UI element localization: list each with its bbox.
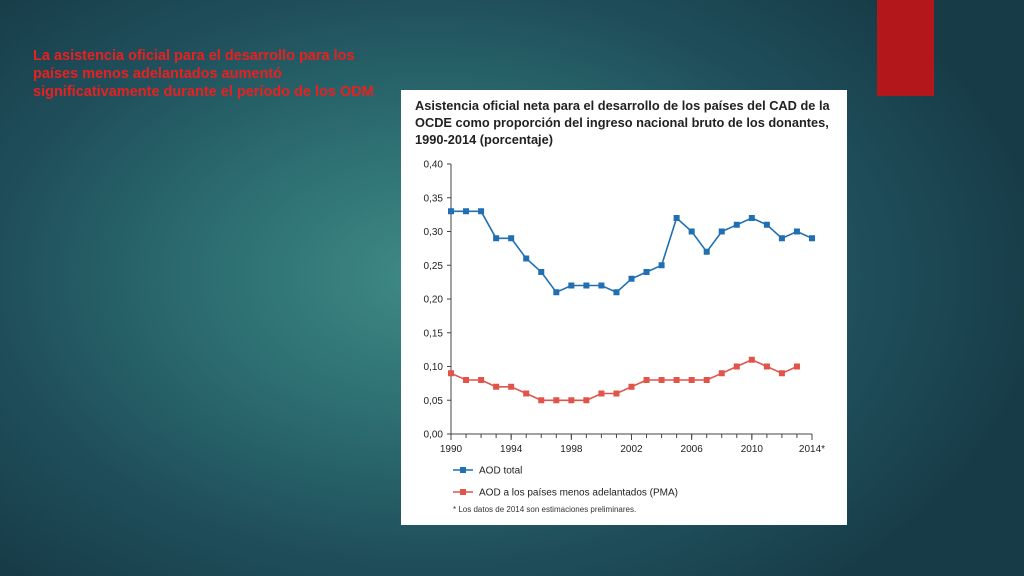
data-point-series-2 — [778, 370, 785, 377]
data-point-series-1 — [463, 208, 470, 215]
data-point-series-1 — [553, 289, 560, 296]
data-point-series-1 — [733, 221, 740, 228]
data-point-series-1 — [793, 228, 800, 235]
data-point-series-2 — [703, 377, 710, 383]
data-point-series-2 — [688, 377, 695, 383]
series-line-2 — [450, 358, 798, 402]
data-point-series-1 — [568, 282, 575, 289]
data-point-series-2 — [508, 383, 515, 390]
data-point-series-1 — [658, 262, 665, 269]
y-tick-label: 0,40 — [424, 160, 444, 171]
data-point-series-1 — [643, 269, 650, 275]
legend-label-2: AOD a los países menos adelantados (PMA) — [479, 488, 678, 499]
data-point-series-2 — [763, 363, 770, 370]
data-point-series-2 — [598, 390, 605, 397]
data-point-series-1 — [748, 215, 755, 221]
data-point-series-1 — [478, 208, 485, 215]
accent-bar — [877, 0, 934, 96]
data-point-series-1 — [508, 235, 515, 242]
line-chart: 0,00 0,05 0,10 0,15 0,20 0,25 0,30 0,35 0,40 1990… — [424, 160, 826, 515]
data-point-series-2 — [448, 370, 454, 377]
data-point-series-2 — [538, 397, 545, 404]
data-point-series-1 — [538, 269, 545, 275]
y-tick-label: 0,00 — [424, 430, 444, 441]
data-point-series-2 — [478, 377, 485, 383]
data-point-series-2 — [793, 363, 800, 370]
data-point-series-1 — [613, 289, 620, 296]
y-tick-label: 0,35 — [424, 193, 444, 204]
data-point-series-1 — [523, 255, 530, 262]
data-point-series-1 — [809, 235, 815, 242]
data-point-series-1 — [448, 208, 454, 215]
data-point-series-2 — [553, 397, 560, 404]
data-point-series-1 — [703, 248, 710, 255]
data-point-series-1 — [688, 228, 695, 235]
x-tick-label: 2014* — [799, 444, 825, 455]
y-tick-label: 0,30 — [424, 227, 444, 238]
legend-label-1: AOD total — [479, 466, 522, 477]
data-point-series-1 — [763, 221, 770, 228]
data-point-series-2 — [583, 397, 590, 404]
data-point-series-2 — [658, 377, 665, 383]
x-tick-label: 1994 — [500, 444, 523, 455]
slide-heading: La asistencia oficial para el desarrollo… — [33, 48, 374, 100]
x-tick-label: 1998 — [560, 444, 583, 455]
data-point-series-1 — [628, 275, 635, 282]
data-point-series-2 — [718, 370, 725, 377]
legend-marker-1 — [460, 467, 466, 473]
data-point-series-1 — [598, 282, 605, 289]
data-point-series-2 — [493, 383, 500, 390]
data-point-series-2 — [643, 377, 650, 383]
data-point-series-2 — [748, 356, 755, 363]
data-point-series-2 — [568, 397, 575, 404]
x-tick-label: 2010 — [741, 444, 764, 455]
chart-title: Asistencia oficial neta para el desarrol… — [415, 98, 830, 147]
y-tick-label: 0,25 — [424, 261, 444, 272]
x-tick-label: 1990 — [440, 444, 463, 455]
data-point-series-1 — [493, 235, 500, 242]
data-point-series-1 — [718, 228, 725, 235]
data-point-series-2 — [463, 377, 470, 383]
y-tick-label: 0,20 — [424, 295, 444, 306]
y-tick-label: 0,05 — [424, 396, 444, 407]
chart-footnote: * Los datos de 2014 son estimaciones pre… — [453, 505, 636, 514]
data-point-series-1 — [583, 282, 590, 289]
data-point-series-1 — [778, 235, 785, 242]
y-tick-label: 0,10 — [424, 362, 444, 373]
y-tick-label: 0,15 — [424, 328, 444, 339]
x-tick-label: 2006 — [681, 444, 704, 455]
data-point-series-1 — [673, 215, 680, 221]
data-point-series-2 — [613, 390, 620, 397]
data-point-series-2 — [673, 377, 680, 383]
data-point-series-2 — [733, 363, 740, 370]
legend-marker-2 — [460, 489, 466, 495]
chart-card: 0,00 0,05 0,10 0,15 0,20 0,25 0,30 0,35 0,40 1990… — [401, 90, 847, 525]
data-point-series-2 — [628, 383, 635, 390]
data-point-series-2 — [523, 390, 530, 397]
x-tick-label: 2002 — [620, 444, 643, 455]
